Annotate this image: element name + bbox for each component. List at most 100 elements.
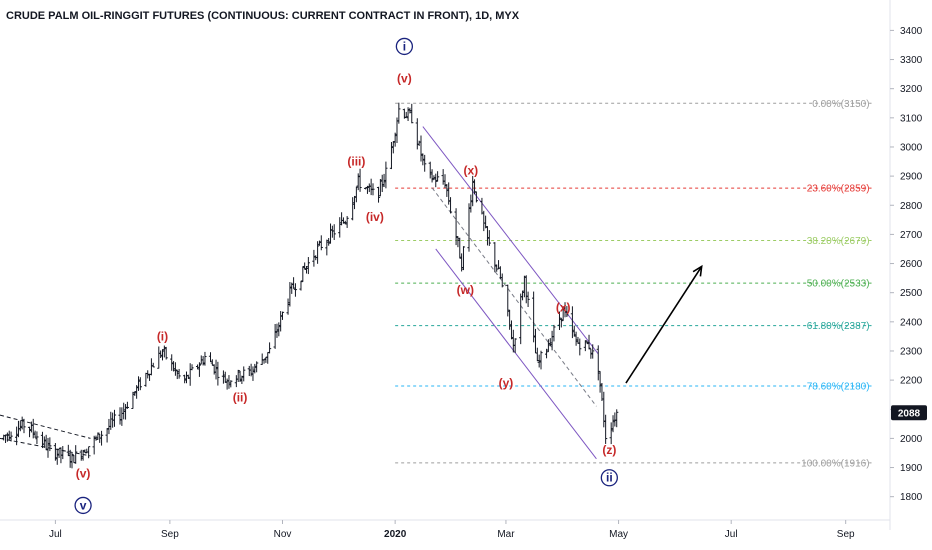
wedge-upper-line[interactable] xyxy=(0,414,91,439)
ohlc-bar xyxy=(454,208,458,246)
ohlc-bar xyxy=(428,161,432,179)
ohlc-bar xyxy=(61,446,65,460)
ohlc-bar xyxy=(371,183,375,196)
ohlc-bar xyxy=(195,364,200,370)
ohlc-bar xyxy=(70,452,74,469)
ohlc-bar xyxy=(227,375,231,389)
fib-level-label: 78.60%(2180) xyxy=(807,381,870,392)
wave-label: (y) xyxy=(499,376,514,390)
ohlc-bar xyxy=(15,426,19,446)
ohlc-bar xyxy=(286,298,290,315)
ohlc-bar xyxy=(197,362,202,377)
ohlc-bar xyxy=(587,334,591,350)
y-tick-label: 2500 xyxy=(900,288,923,299)
ohlc-bar xyxy=(471,175,475,207)
ohlc-bar xyxy=(66,444,70,457)
y-tick-label: 2600 xyxy=(900,259,923,270)
ohlc-bar xyxy=(351,197,355,221)
ohlc-bar xyxy=(55,448,59,465)
time-axis[interactable]: Jul Sep Nov 2020 Mar May Jul Sep xyxy=(49,520,855,540)
ohlc-bar xyxy=(262,359,266,364)
ohlc-bar xyxy=(315,241,320,264)
x-tick-label: 2020 xyxy=(384,529,407,540)
wave-circle-marker xyxy=(74,496,92,515)
ohlc-bar xyxy=(430,169,434,183)
ohlc-bar xyxy=(288,282,292,307)
ohlc-bar xyxy=(221,370,226,384)
ohlc-bar xyxy=(591,344,595,359)
ohlc-bar xyxy=(508,309,512,330)
ohlc-bar xyxy=(487,230,491,246)
ohlc-bar xyxy=(535,347,539,362)
wave-circle-label: v xyxy=(80,498,87,512)
ohlc-bar xyxy=(277,322,281,337)
ohlc-bar xyxy=(460,253,464,272)
trend-channel[interactable] xyxy=(0,126,703,460)
ohlc-bar xyxy=(267,342,272,354)
ohlc-bar xyxy=(159,350,163,358)
ohlc-bar xyxy=(378,179,382,197)
current-price-tag: 2088 xyxy=(891,405,927,421)
x-tick-label: Sep xyxy=(837,529,855,540)
ohlc-bar xyxy=(99,430,104,446)
projection-arrow-line[interactable] xyxy=(625,266,703,384)
ohlc-bar xyxy=(596,345,600,381)
y-tick-label: 3400 xyxy=(900,26,923,37)
ohlc-bar xyxy=(574,331,578,346)
wave-label: (w) xyxy=(457,283,474,297)
ohlc-bar xyxy=(96,432,100,440)
ohlc-bar xyxy=(548,338,552,347)
ohlc-bar xyxy=(216,361,220,386)
y-tick-label: 1800 xyxy=(900,492,923,503)
wedge-lower-line[interactable] xyxy=(0,437,91,457)
ohlc-bar xyxy=(291,277,296,289)
ohlc-bar xyxy=(7,430,11,441)
fib-level-label: 0.00%(3150) xyxy=(812,99,869,110)
ohlc-bar xyxy=(537,354,541,368)
ohlc-bar xyxy=(255,361,259,373)
ohlc-bar xyxy=(280,311,285,320)
x-tick-label: May xyxy=(609,529,628,540)
ohlc-bar xyxy=(393,132,397,147)
ohlc-bar xyxy=(253,363,257,374)
ohlc-bar xyxy=(214,359,218,380)
ohlc-bar xyxy=(170,354,174,371)
channel-mid-line[interactable] xyxy=(431,187,597,407)
ohlc-bar xyxy=(303,262,307,270)
ohlc-bar xyxy=(406,107,410,122)
ohlc-bar xyxy=(275,323,279,338)
ohlc-bar xyxy=(273,324,277,349)
ohlc-bar xyxy=(615,409,619,428)
ohlc-bar xyxy=(343,220,347,225)
channel-upper-line[interactable] xyxy=(422,126,599,355)
ohlc-bar xyxy=(532,291,536,343)
wave-circle-marker xyxy=(600,469,618,487)
ohlc-bar xyxy=(81,449,85,461)
channel-lower-line[interactable] xyxy=(435,248,597,460)
ohlc-bar xyxy=(42,436,46,448)
ohlc-bar xyxy=(436,171,440,182)
ohlc-bar xyxy=(391,141,395,154)
ohlc-bar xyxy=(74,445,78,464)
wave-label: (i) xyxy=(157,329,168,343)
ohlc-bar xyxy=(376,186,381,203)
ohlc-bar xyxy=(31,418,35,439)
y-tick-label: 2200 xyxy=(900,376,923,387)
fib-level-label: 100.00%(1916) xyxy=(801,458,869,469)
ohlc-bar xyxy=(48,437,52,452)
ohlc-bar xyxy=(299,280,303,291)
ohlc-bar xyxy=(544,348,549,359)
ohlc-bar xyxy=(46,437,50,458)
y-tick-label: 2900 xyxy=(900,172,923,183)
ohlc-bar xyxy=(570,306,575,339)
ohlc-bar xyxy=(105,428,109,443)
ohlc-bar xyxy=(160,349,165,361)
ohlc-bar xyxy=(319,235,323,251)
ohlc-bar xyxy=(434,173,438,188)
ohlc-bar xyxy=(131,391,135,410)
y-tick-label: 3100 xyxy=(900,113,923,124)
ohlc-bar xyxy=(27,426,32,438)
ohlc-bar xyxy=(397,102,401,124)
ohlc-bar xyxy=(122,402,126,420)
